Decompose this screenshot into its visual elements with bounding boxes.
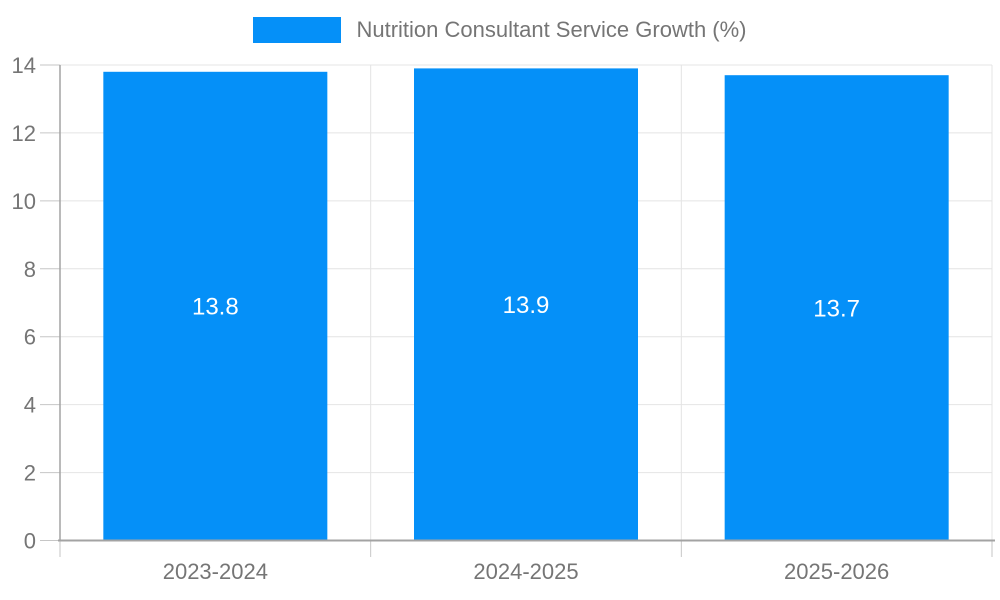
legend-item-growth[interactable]: Nutrition Consultant Service Growth (%) [253, 17, 747, 43]
bar-value-label: 13.8 [192, 294, 239, 321]
legend-label: Nutrition Consultant Service Growth (%) [356, 17, 747, 42]
x-axis-tick-label: 2024-2025 [473, 559, 578, 584]
y-axis-tick-label: 0 [24, 529, 36, 554]
y-axis-tick-label: 8 [24, 257, 36, 282]
bar[interactable] [724, 75, 949, 541]
legend-swatch [253, 17, 342, 43]
bar-value-label: 13.9 [503, 292, 550, 319]
x-axis-tick-label: 2023-2024 [163, 559, 268, 584]
legend: Nutrition Consultant Service Growth (%) [0, 17, 1000, 43]
y-axis-tick-label: 10 [12, 189, 36, 214]
y-axis-tick-label: 2 [24, 461, 36, 486]
bar[interactable] [414, 68, 638, 541]
y-axis-tick-label: 4 [24, 393, 36, 418]
bar[interactable] [103, 71, 328, 541]
y-axis-tick-label: 14 [12, 53, 36, 78]
y-axis-tick-label: 12 [12, 121, 36, 146]
y-axis-tick-label: 6 [24, 325, 36, 350]
x-axis-tick-label: 2025-2026 [784, 559, 889, 584]
bar-value-label: 13.7 [813, 295, 860, 322]
